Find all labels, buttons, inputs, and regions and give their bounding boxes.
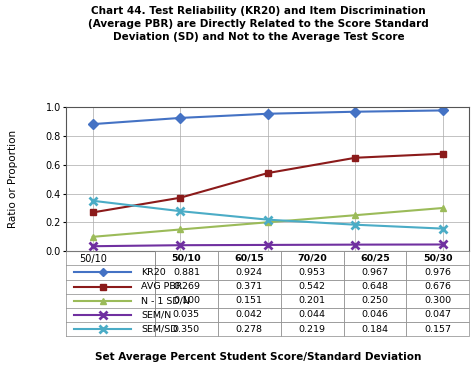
SEM/N xyxy=(265,243,271,247)
N - 1 SD/N xyxy=(177,227,183,232)
N - 1 SD/N xyxy=(440,206,446,210)
SEM/N xyxy=(90,244,95,249)
Line: N - 1 SD/N: N - 1 SD/N xyxy=(89,204,447,240)
SEM/SD xyxy=(353,222,358,227)
AVG PBR xyxy=(177,196,183,200)
KR20 xyxy=(90,122,95,126)
KR20 xyxy=(440,108,446,113)
Text: N - 1 SD/N: N - 1 SD/N xyxy=(141,296,190,305)
N - 1 SD/N xyxy=(265,220,271,225)
Line: SEM/N: SEM/N xyxy=(89,240,447,250)
Line: SEM/SD: SEM/SD xyxy=(89,197,447,233)
AVG PBR xyxy=(440,151,446,156)
AVG PBR xyxy=(265,171,271,175)
Text: AVG PBR: AVG PBR xyxy=(141,282,182,291)
Text: SEM/N: SEM/N xyxy=(141,311,171,319)
SEM/SD xyxy=(90,199,95,203)
SEM/N xyxy=(353,242,358,247)
SEM/N xyxy=(177,243,183,248)
Text: Set Average Percent Student Score/Standard Deviation: Set Average Percent Student Score/Standa… xyxy=(95,352,421,362)
KR20 xyxy=(265,112,271,116)
Text: Chart 44. Test Reliability (KR20) and Item Discrimination
(Average PBR) are Dire: Chart 44. Test Reliability (KR20) and It… xyxy=(88,6,428,42)
SEM/SD xyxy=(177,209,183,214)
AVG PBR xyxy=(90,210,95,215)
Y-axis label: Ratio or Proportion: Ratio or Proportion xyxy=(8,130,18,228)
SEM/SD xyxy=(265,217,271,222)
N - 1 SD/N xyxy=(90,235,95,239)
N - 1 SD/N xyxy=(353,213,358,217)
SEM/N xyxy=(440,242,446,247)
Line: KR20: KR20 xyxy=(89,107,447,128)
Line: AVG PBR: AVG PBR xyxy=(89,150,447,216)
KR20 xyxy=(177,116,183,120)
SEM/SD xyxy=(440,226,446,231)
AVG PBR xyxy=(353,155,358,160)
Text: SEM/SD: SEM/SD xyxy=(141,325,177,333)
KR20 xyxy=(353,109,358,114)
Text: KR20: KR20 xyxy=(141,268,165,277)
